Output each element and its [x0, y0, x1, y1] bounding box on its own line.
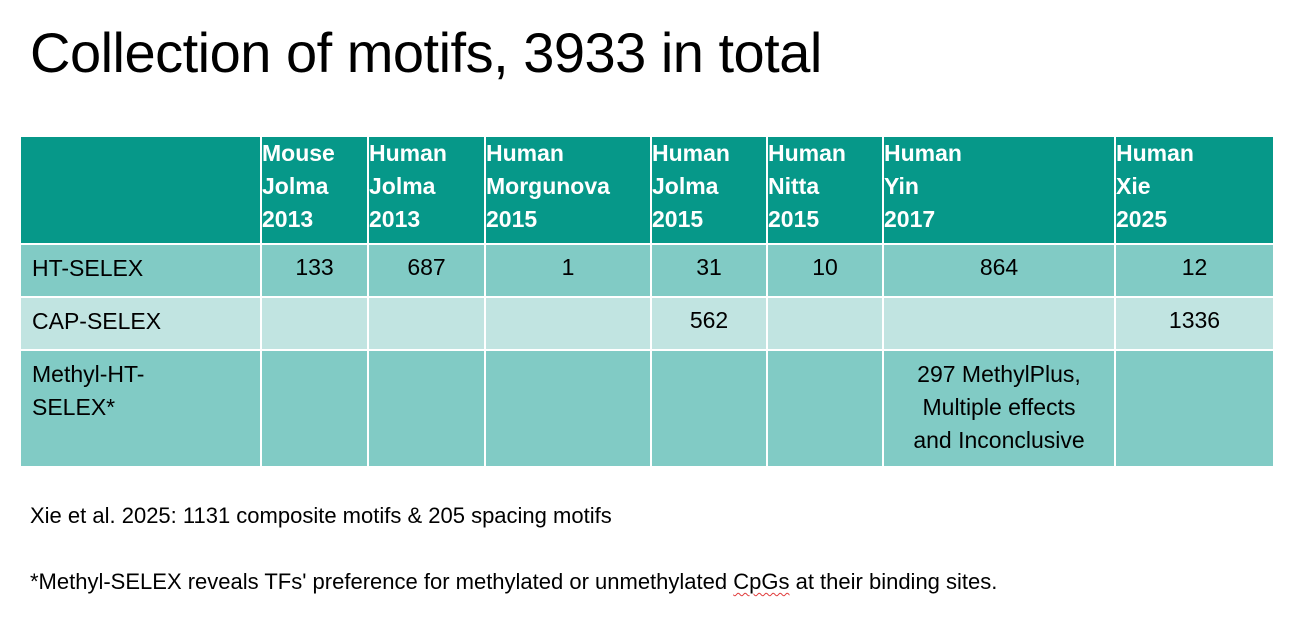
header-human-yin-2017: Human Yin 2017 — [882, 135, 1116, 245]
header-human-morgunova-2015: Human Morgunova 2015 — [484, 135, 652, 245]
table-cell — [260, 296, 369, 351]
motif-table: Mouse Jolma 2013 Human Jolma 2013 Human … — [19, 135, 1275, 468]
table-cell — [766, 296, 884, 351]
table-cell — [367, 296, 486, 351]
table-cell: 1336 — [1114, 296, 1275, 351]
table-cell: 133 — [260, 243, 369, 298]
table-cell — [260, 349, 369, 468]
header-human-nitta-2015: Human Nitta 2015 — [766, 135, 884, 245]
header-human-jolma-2015: Human Jolma 2015 — [650, 135, 768, 245]
spellcheck-flagged-word: CpGs — [733, 569, 790, 594]
table-cell — [484, 296, 652, 351]
footnote-methyl-selex: *Methyl-SELEX reveals TFs' preference fo… — [30, 569, 998, 594]
table-cell-methyl-yin-2017: 297 MethylPlus, Multiple effects and Inc… — [882, 349, 1116, 468]
table-row-cap-selex: CAP-SELEX 562 1336 — [19, 296, 1275, 351]
table-cell: 10 — [766, 243, 884, 298]
table-cell: 12 — [1114, 243, 1275, 298]
table-cell: 687 — [367, 243, 486, 298]
table-cell — [650, 349, 768, 468]
table-cell — [766, 349, 884, 468]
header-human-xie-2025: Human Xie 2025 — [1114, 135, 1275, 245]
footnote-xie-2025: Xie et al. 2025: 1131 composite motifs &… — [30, 503, 612, 528]
table-cell — [484, 349, 652, 468]
slide-title: Collection of motifs, 3933 in total — [30, 21, 822, 84]
table-cell — [1114, 349, 1275, 468]
header-human-jolma-2013: Human Jolma 2013 — [367, 135, 486, 245]
table-cell — [882, 296, 1116, 351]
header-corner-cell — [19, 135, 262, 245]
table-row-methyl-ht-selex: Methyl-HT- SELEX* 297 MethylPlus, Multip… — [19, 349, 1275, 468]
row-label-cap-selex: CAP-SELEX — [19, 296, 262, 351]
row-label-ht-selex: HT-SELEX — [19, 243, 262, 298]
header-mouse-jolma-2013: Mouse Jolma 2013 — [260, 135, 369, 245]
table-cell: 1 — [484, 243, 652, 298]
table-header-row: Mouse Jolma 2013 Human Jolma 2013 Human … — [19, 135, 1275, 245]
table-cell: 31 — [650, 243, 768, 298]
row-label-methyl-ht-selex: Methyl-HT- SELEX* — [19, 349, 262, 468]
table-cell: 562 — [650, 296, 768, 351]
table-row-ht-selex: HT-SELEX 133 687 1 31 10 864 12 — [19, 243, 1275, 298]
table-cell: 864 — [882, 243, 1116, 298]
table-cell — [367, 349, 486, 468]
